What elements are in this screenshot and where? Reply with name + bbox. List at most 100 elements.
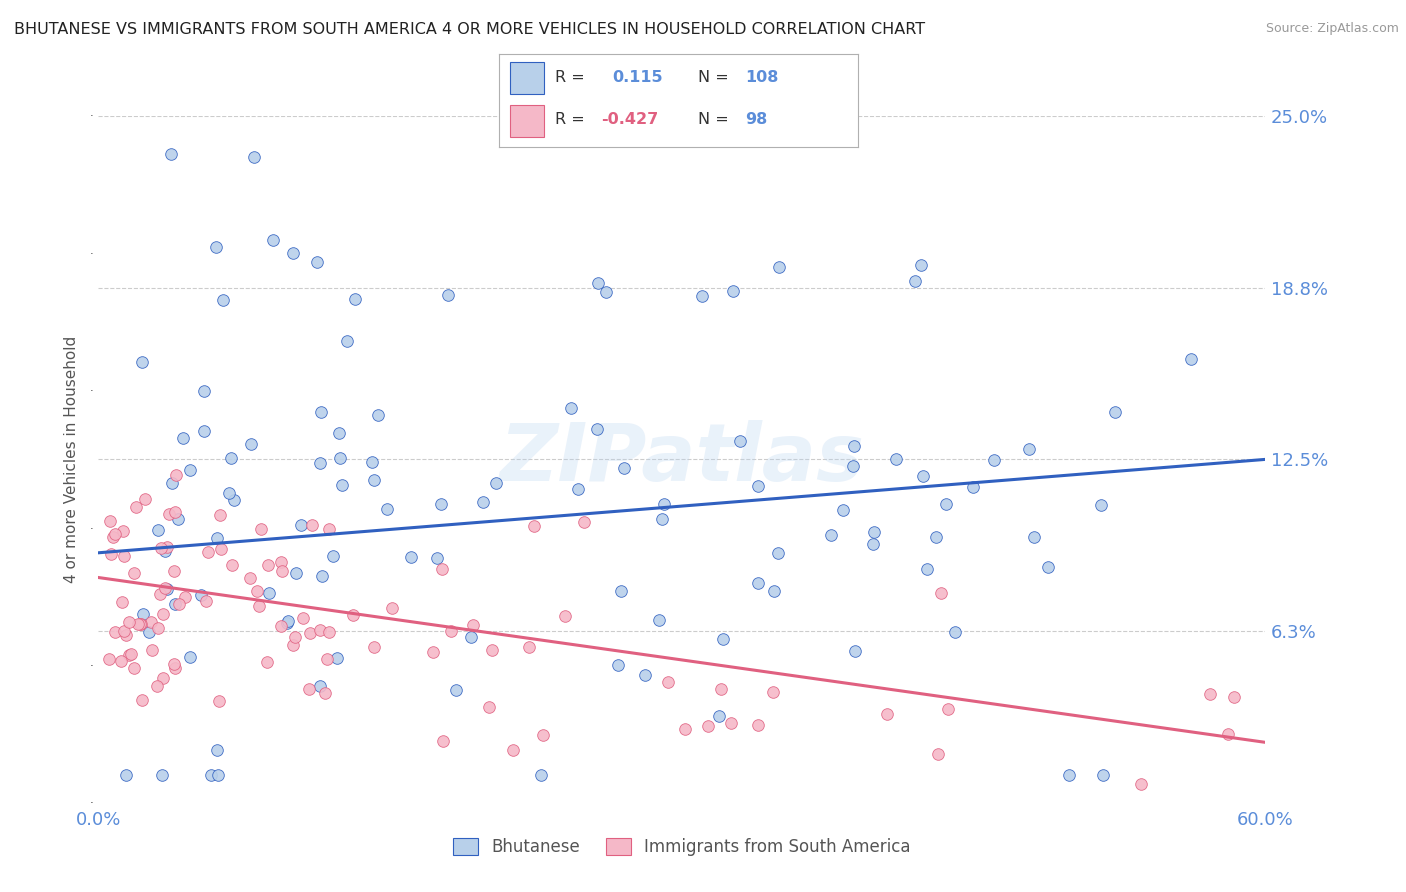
Point: [111, 524, 134, 539]
Point: [343, 292, 366, 306]
Point: [572, 515, 595, 529]
Point: [179, 649, 201, 664]
Point: [132, 607, 155, 621]
Point: [257, 585, 280, 599]
Point: [240, 436, 263, 450]
Y-axis label: 4 or more Vehicles in Household: 4 or more Vehicles in Household: [65, 335, 79, 583]
Point: [657, 675, 679, 690]
Point: [172, 431, 194, 445]
Point: [707, 709, 730, 723]
Point: [104, 625, 127, 640]
FancyBboxPatch shape: [510, 62, 544, 94]
Point: [115, 627, 138, 641]
Point: [128, 616, 150, 631]
Point: [935, 497, 957, 511]
Point: [160, 147, 183, 161]
Point: [585, 422, 607, 436]
Point: [311, 405, 333, 419]
Point: [342, 608, 364, 623]
Point: [219, 451, 242, 466]
Point: [101, 531, 124, 545]
Point: [298, 681, 321, 696]
Point: [1180, 352, 1202, 367]
Point: [165, 505, 187, 519]
Point: [367, 409, 389, 423]
Point: [205, 531, 228, 545]
Point: [432, 733, 454, 747]
Point: [1038, 560, 1060, 574]
Point: [122, 661, 145, 675]
Point: [100, 547, 122, 561]
Point: [820, 528, 842, 542]
Point: [844, 439, 866, 453]
Point: [314, 686, 336, 700]
Text: N =: N =: [699, 112, 728, 127]
Point: [841, 458, 863, 473]
Point: [862, 525, 884, 540]
Point: [517, 640, 540, 655]
Point: [325, 651, 347, 665]
Point: [762, 584, 785, 599]
Point: [844, 643, 866, 657]
Point: [862, 537, 884, 551]
Point: [595, 285, 617, 299]
Point: [284, 630, 307, 644]
Point: [165, 597, 187, 611]
Point: [281, 246, 304, 260]
Point: [768, 546, 790, 560]
Point: [530, 768, 553, 782]
Point: [446, 683, 468, 698]
Point: [713, 632, 735, 646]
Text: R =: R =: [555, 112, 585, 127]
Point: [938, 702, 960, 716]
Point: [174, 591, 197, 605]
Point: [422, 645, 444, 659]
Point: [831, 503, 853, 517]
Point: [1218, 726, 1240, 740]
Text: BHUTANESE VS IMMIGRANTS FROM SOUTH AMERICA 4 OR MORE VEHICLES IN HOUSEHOLD CORRE: BHUTANESE VS IMMIGRANTS FROM SOUTH AMERI…: [14, 22, 925, 37]
Point: [917, 562, 939, 576]
Point: [648, 613, 671, 627]
Point: [329, 450, 352, 465]
FancyBboxPatch shape: [510, 105, 544, 136]
Point: [328, 425, 350, 440]
Point: [440, 624, 463, 639]
Point: [134, 491, 156, 506]
Point: [163, 661, 186, 675]
Point: [209, 542, 232, 557]
Point: [360, 455, 382, 469]
Text: 108: 108: [745, 70, 778, 85]
Point: [747, 718, 769, 732]
Point: [112, 549, 135, 563]
Point: [153, 544, 176, 558]
Point: [315, 652, 337, 666]
Text: -0.427: -0.427: [602, 112, 658, 127]
Point: [1057, 768, 1080, 782]
Point: [218, 486, 240, 500]
Point: [156, 540, 179, 554]
Point: [160, 475, 183, 490]
Point: [586, 276, 609, 290]
Point: [150, 541, 173, 555]
Point: [292, 611, 315, 625]
Point: [281, 639, 304, 653]
Point: [205, 743, 228, 757]
Point: [634, 667, 657, 681]
Point: [1024, 530, 1046, 544]
Point: [284, 566, 307, 581]
Point: [884, 451, 907, 466]
Point: [98, 514, 121, 528]
Point: [610, 584, 633, 599]
Point: [363, 474, 385, 488]
Point: [430, 497, 453, 511]
Point: [607, 658, 630, 673]
Point: [983, 453, 1005, 467]
Point: [311, 568, 333, 582]
Point: [208, 693, 231, 707]
Point: [120, 647, 142, 661]
Point: [166, 512, 188, 526]
Point: [747, 479, 769, 493]
Point: [721, 284, 744, 298]
Point: [129, 617, 152, 632]
Point: [256, 655, 278, 669]
